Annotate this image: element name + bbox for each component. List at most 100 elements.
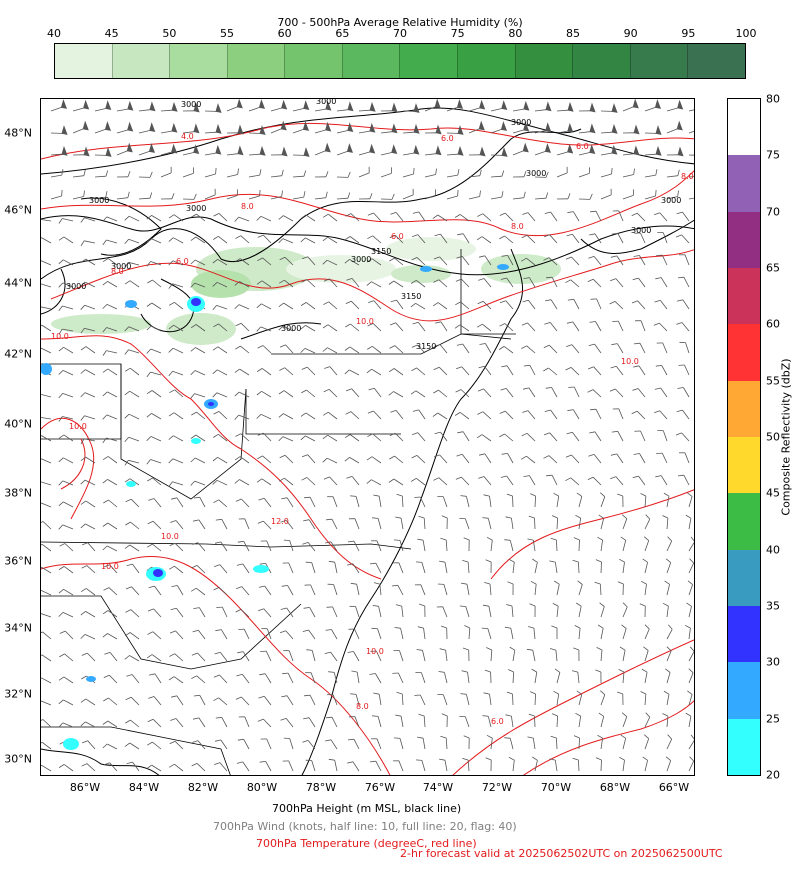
wind-barb-feather	[611, 343, 618, 346]
wind-barb-feather	[147, 279, 153, 284]
wind-barb	[682, 211, 690, 222]
wind-barb	[107, 391, 118, 398]
wind-barb	[466, 694, 470, 706]
wind-barb	[41, 347, 52, 354]
wind-barb	[438, 279, 448, 288]
height-contour-label: 3000	[661, 196, 681, 205]
wind-barb-flag	[677, 99, 684, 110]
wind-barb-feather	[435, 321, 442, 324]
wind-barb	[550, 211, 558, 222]
wind-barb	[490, 196, 502, 200]
wind-barb-flag	[369, 101, 376, 112]
wind-barb-feather	[345, 411, 352, 415]
wind-barb	[283, 302, 294, 310]
wind-barb-feather	[281, 169, 284, 176]
wind-barb	[415, 390, 426, 398]
wind-barb-flag	[391, 123, 398, 134]
wind-barb-feather	[598, 514, 604, 519]
wind-barb-flag	[325, 100, 332, 111]
wind-barb-feather	[41, 654, 43, 656]
wind-barb	[666, 606, 669, 618]
wind-barb	[63, 764, 74, 772]
wind-barb-feather	[193, 496, 200, 499]
wind-barb-feather	[575, 602, 582, 607]
wind-barb	[351, 300, 360, 310]
wind-barb-feather	[213, 499, 219, 504]
wind-barb	[84, 217, 96, 222]
wind-barb-feather	[393, 539, 401, 541]
wind-barb	[63, 588, 74, 596]
wind-barb-feather	[439, 648, 446, 651]
wind-barb-feather	[632, 475, 639, 479]
wind-barb	[217, 346, 228, 354]
wind-barb	[489, 694, 492, 706]
longitude-label: 78°W	[305, 781, 337, 794]
wind-barb	[639, 255, 646, 266]
wind-barb-feather	[80, 281, 86, 287]
wind-barb-feather	[124, 280, 131, 285]
wind-barb	[150, 459, 162, 464]
wind-barb-feather	[589, 321, 596, 323]
wind-barb-feather	[619, 756, 625, 761]
wind-barb-flag	[413, 123, 420, 134]
wind-barb	[644, 693, 647, 706]
wind-barb	[644, 540, 650, 552]
wind-barb-feather	[192, 717, 199, 720]
wind-barb-feather	[212, 392, 218, 398]
wind-barb-feather	[410, 279, 417, 284]
wind-barb-feather	[41, 521, 44, 523]
wind-barb-feather	[687, 492, 693, 497]
wind-barb	[526, 433, 536, 442]
reflectivity-colorbar-segment	[728, 436, 760, 494]
wind-barb	[682, 299, 690, 310]
wind-barb-feather	[619, 646, 626, 651]
wind-barb-feather	[367, 410, 374, 414]
wind-barb-feather	[565, 477, 571, 482]
wind-barb-feather	[258, 585, 265, 588]
wind-barb	[154, 585, 162, 596]
wind-barb-feather	[212, 456, 218, 462]
wind-barb-feather	[477, 411, 483, 415]
wind-barb-feather	[587, 366, 594, 370]
wind-barb	[219, 762, 228, 772]
wind-barb	[310, 584, 316, 596]
wind-barb	[129, 478, 140, 486]
wind-barb	[438, 389, 448, 398]
wind-barb	[248, 107, 260, 112]
wind-barb-flag	[434, 99, 441, 109]
wind-barb	[311, 650, 316, 662]
wind-barb-feather	[478, 278, 485, 281]
wind-barb-feather	[610, 476, 617, 480]
wind-barb-feather	[256, 390, 262, 396]
reflectivity-colorbar-segment	[728, 493, 760, 550]
wind-barb	[616, 343, 624, 354]
wind-barb-feather	[527, 538, 534, 541]
wind-barb	[378, 694, 382, 706]
wind-barb-feather	[256, 414, 262, 419]
wind-barb-feather	[171, 193, 175, 199]
wind-barb	[106, 350, 118, 354]
rh-tick-label: 65	[335, 27, 350, 40]
wind-barb-feather	[411, 257, 418, 261]
wind-barb	[666, 738, 673, 750]
wind-barb	[283, 390, 294, 398]
wind-barb-feather	[530, 580, 537, 585]
latitude-label: 36°N	[4, 554, 32, 568]
wind-barb	[600, 131, 613, 134]
wind-barb	[129, 390, 140, 398]
wind-barb	[204, 131, 217, 134]
wind-barb-feather	[543, 455, 550, 459]
wind-barb	[481, 236, 492, 244]
wind-barb-feather	[213, 587, 220, 591]
wind-barb-feather	[256, 216, 262, 221]
wind-barb	[41, 677, 52, 684]
wind-barb	[512, 108, 524, 112]
wind-barb	[41, 700, 52, 706]
wind-barb-feather	[149, 192, 153, 199]
wind-barb	[526, 235, 536, 244]
wind-barb-feather	[640, 691, 647, 695]
wind-barb	[172, 283, 184, 288]
wind-barb-flag	[413, 103, 420, 113]
wind-barb-feather	[394, 627, 401, 629]
wind-barb	[336, 151, 348, 156]
